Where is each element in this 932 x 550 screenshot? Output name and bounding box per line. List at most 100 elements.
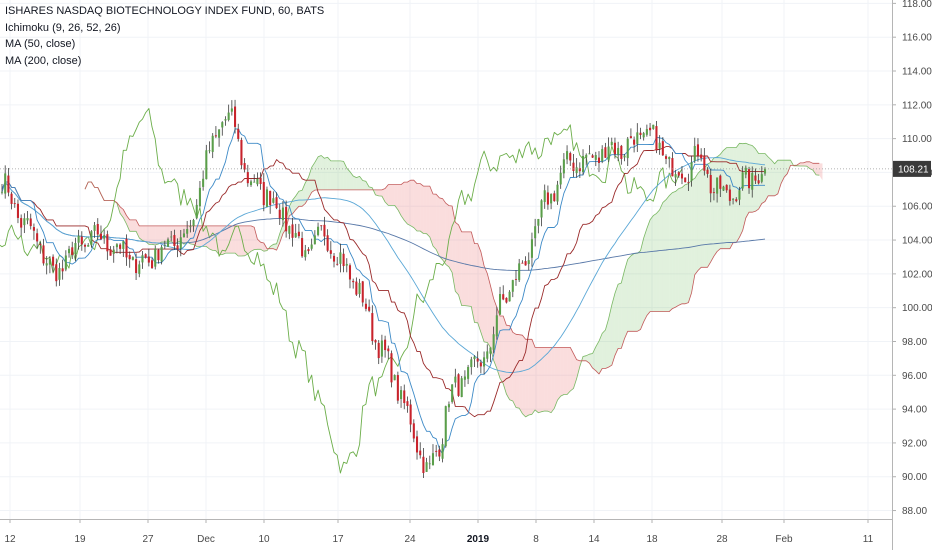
- candle-body: [310, 244, 313, 249]
- candle-body: [154, 248, 157, 267]
- cloud-segment: [190, 225, 194, 245]
- cloud-segment: [627, 255, 631, 332]
- candle-body: [719, 175, 722, 189]
- candle-body: [342, 253, 345, 267]
- cloud-segment: [420, 183, 424, 234]
- cloud-segment: [742, 143, 746, 231]
- cloud-segment: [145, 225, 149, 245]
- cloud-segment: [279, 224, 283, 243]
- candle-body: [55, 264, 58, 282]
- cloud-segment: [464, 231, 469, 306]
- x-tick-label: 28: [716, 534, 728, 545]
- candle-body: [578, 168, 581, 172]
- candle-body: [384, 339, 387, 351]
- candle-body: [326, 235, 329, 251]
- candle-body: [390, 353, 393, 383]
- cloud-segment: [688, 180, 692, 303]
- candle-body: [368, 306, 371, 311]
- candle-body: [387, 348, 390, 352]
- cloud-segment: [681, 184, 686, 304]
- candle-body: [348, 265, 352, 280]
- candle-body: [534, 226, 537, 239]
- cloud-segment: [643, 228, 647, 322]
- candle-body: [559, 172, 562, 185]
- cloud-segment: [155, 225, 159, 245]
- candle-body: [760, 174, 763, 182]
- cloud-segment: [697, 170, 702, 271]
- candle-body: [96, 224, 99, 235]
- candle-body: [157, 249, 160, 261]
- candle-body: [744, 167, 747, 175]
- cloud-segment: [394, 184, 398, 210]
- lagging-span-line: [0, 108, 683, 474]
- candle-body: [278, 209, 281, 219]
- cloud-segment: [806, 161, 810, 169]
- candle-body: [48, 258, 51, 265]
- cloud-segment: [500, 316, 504, 384]
- candle-body: [332, 255, 336, 262]
- candle-body: [32, 227, 35, 231]
- x-tick-label: 24: [404, 534, 416, 545]
- candle-body: [566, 151, 569, 160]
- candle-body: [26, 218, 29, 221]
- candle-body: [550, 194, 553, 204]
- candle-body: [90, 231, 93, 246]
- y-tick-label: 102.00: [902, 269, 932, 280]
- candle-body: [147, 256, 150, 263]
- cloud-segment: [391, 184, 395, 206]
- cloud-segment: [152, 225, 156, 245]
- candle-body: [649, 127, 652, 131]
- candle-body: [626, 138, 629, 159]
- candle-body: [208, 150, 211, 152]
- candle-body: [380, 340, 383, 357]
- candle-body: [505, 297, 508, 303]
- candle-body: [601, 149, 604, 162]
- y-tick-label: 112.00: [902, 100, 932, 111]
- candle-body: [109, 249, 112, 256]
- candle-body: [214, 135, 217, 137]
- cloud-segment: [311, 162, 315, 193]
- candle-body: [20, 218, 23, 228]
- candle-body: [262, 181, 265, 206]
- cloud-segment: [375, 189, 379, 196]
- cloud-segment: [547, 347, 552, 413]
- cloud-segment: [219, 225, 223, 255]
- cloud-segment: [381, 188, 386, 202]
- candle-body: [451, 384, 454, 402]
- candle-body: [291, 224, 294, 238]
- cloud-segment: [356, 176, 360, 190]
- candle-body: [256, 178, 259, 185]
- candle-body: [409, 404, 412, 425]
- candle-body: [230, 108, 233, 112]
- candle-body: [716, 177, 719, 194]
- candle-body: [234, 106, 237, 127]
- candle-body: [377, 342, 380, 359]
- candle-body: [757, 180, 760, 184]
- candle-body: [221, 122, 224, 128]
- cloud-segment: [800, 162, 804, 166]
- candle-body: [463, 376, 466, 380]
- candle-body: [502, 294, 505, 300]
- cloud-segment: [334, 160, 338, 190]
- candle-body: [58, 268, 61, 280]
- candle-body: [297, 231, 300, 237]
- candle-body: [112, 249, 115, 254]
- cloud-segment: [436, 194, 440, 257]
- candle-body: [189, 226, 192, 228]
- candle-body: [10, 193, 13, 204]
- cloud-segment: [592, 346, 596, 371]
- candle-body: [636, 132, 639, 144]
- cloud-segment: [672, 191, 676, 309]
- candle-body: [141, 255, 144, 263]
- candle-body: [693, 145, 696, 161]
- candle-body: [495, 315, 498, 337]
- candle-body: [115, 244, 118, 248]
- x-tick-label: 14: [588, 534, 600, 545]
- chart-legend: ISHARES NASDAQ BIOTECHNOLOGY INDEX FUND,…: [5, 3, 324, 69]
- cloud-segment: [653, 213, 657, 312]
- y-tick-label: 92.00: [902, 438, 927, 449]
- cloud-segment: [260, 242, 264, 252]
- cloud-segment: [129, 219, 133, 232]
- candle-body: [741, 172, 744, 189]
